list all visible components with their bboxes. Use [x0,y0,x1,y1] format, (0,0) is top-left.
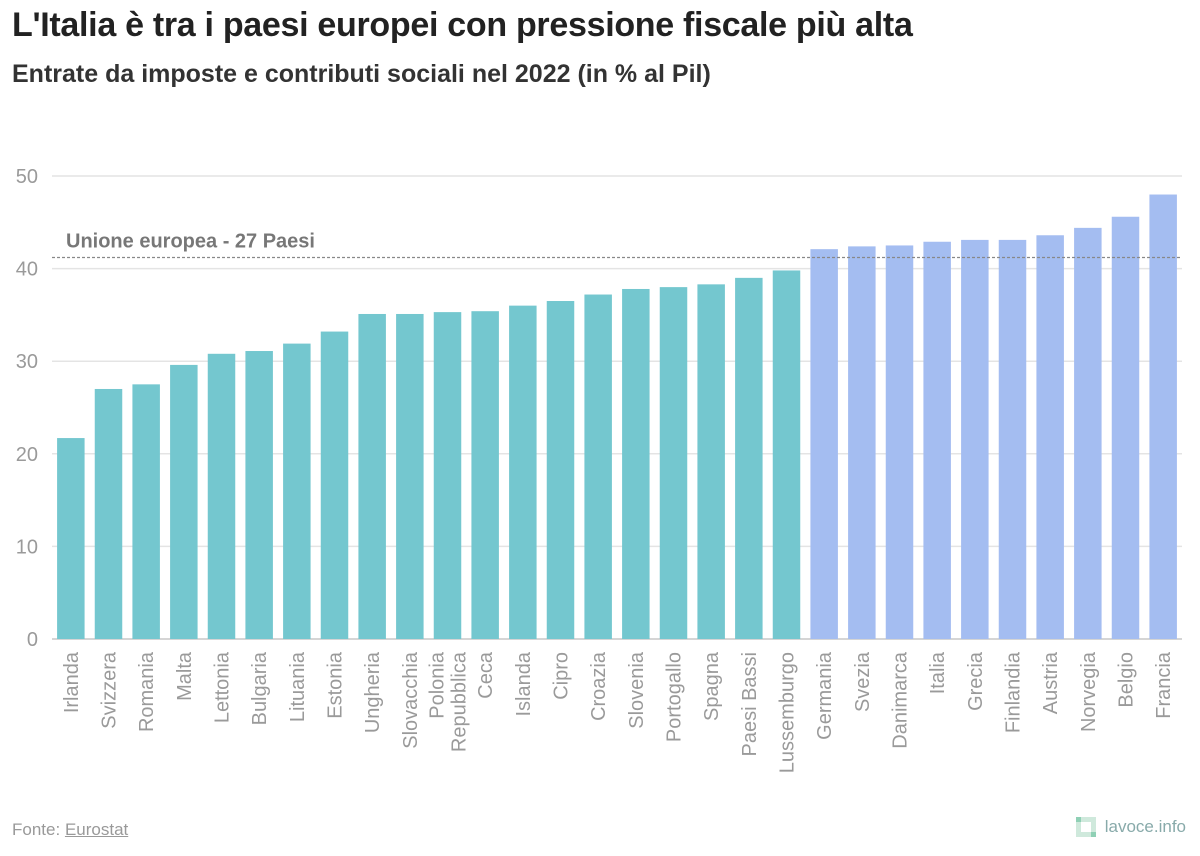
bar-chart: Unione europea - 27 Paesi 0 10 20 30 40 50 Irl… [16,166,1182,773]
y-tick-label: 0 [27,629,38,651]
bar-ungheria [358,313,386,639]
brand: lavoce.info [1075,816,1186,838]
x-tick-label: Italia [927,651,949,694]
y-tick-label: 10 [16,536,38,558]
x-tick-label: Lettonia [212,651,234,723]
x-tick-label: Svizzera [99,651,121,729]
x-tick-label: Francia [1153,651,1175,719]
bar-belgio [1111,216,1140,639]
bar-malta [170,364,198,639]
bar-estonia [320,331,349,639]
x-tick-label: Norvegia [1078,651,1100,732]
brand-logo-icon [1075,817,1096,837]
bar-romania [132,384,160,639]
brand-name: lavoce.info [1104,817,1186,836]
x-tick-label: Croazia [588,651,610,721]
reference-layer: Unione europea - 27 Paesi [52,230,1182,259]
x-tick-label: Estonia [325,651,347,719]
bar-layer [57,194,1177,640]
x-tick-label: Repubblica [449,651,471,752]
bar-portogallo [659,287,688,639]
x-tick-label: Ungheria [362,651,384,733]
x-tick-label: Svezia [852,651,874,712]
x-tick-label: Irlanda [61,651,83,713]
bar-grecia [961,239,989,640]
bar-islanda [509,305,537,639]
bar-lituania [283,343,311,639]
footer-source: Fonte: Eurostat [12,820,128,840]
x-tick-label: Portogallo [664,652,686,742]
grid-layer [52,175,1182,640]
bar-polonia [433,312,462,639]
bar-italia [923,241,951,639]
bar-germania [810,249,838,640]
source-link[interactable]: Eurostat [64,820,129,839]
bar-bulgaria [245,351,273,639]
x-tick-label: Slovacchia [400,651,422,749]
bar-norvegia [1074,227,1102,639]
x-tick-label: Finlandia [1003,651,1025,733]
x-tick-label: Paesi Bassi [739,652,761,757]
bar-svezia [848,246,876,639]
x-tick-label: Germania [814,651,836,740]
bar-austria [1036,235,1064,639]
y-tick-label: 50 [16,166,38,188]
y-tick-label: 40 [16,259,38,281]
x-tick-label: Polonia [427,651,449,719]
bar-irlanda [57,438,85,639]
bar-svizzera [94,388,123,639]
x-tick-label: Cipro [551,652,573,700]
bar-slovenia [622,288,650,639]
x-tick-label: Austria [1040,651,1062,714]
x-tick-label: Slovenia [626,651,648,729]
x-tick-label: Romania [136,651,158,732]
x-tick-label: Malta [174,651,196,701]
bar-lussemburgo [772,270,801,639]
bar-cipro [546,301,575,639]
x-tick-label: Belgio [1116,652,1138,708]
y-tick-label: 20 [16,444,38,466]
x-tick-label: Lussemburgo [777,652,799,773]
y-tick-label: 30 [16,351,38,373]
label-layer: 0 10 20 30 40 50 Irlanda Svizzera Romania Malta Le… [16,166,1175,773]
eu-reference-label: Unione europea - 27 Paesi [66,230,315,252]
x-tick-label: Spagna [701,651,723,721]
x-tick-label: Bulgaria [249,651,271,725]
bar-paesi-bassi [735,277,763,639]
bar-finlandia [998,239,1027,640]
x-tick-label: Danimarca [890,651,912,749]
x-tick-label: Lituania [287,651,309,722]
bar-slovacchia [396,313,424,639]
chart-subtitle: Entrate da imposte e contributi sociali … [12,60,711,88]
bar-lettonia [207,353,236,639]
source-label: Fonte: [12,820,61,839]
x-tick-label: Islanda [513,651,535,716]
bar-repubblica-ceca [471,311,499,639]
bar-croazia [584,294,612,639]
x-tick-label: Ceca [475,651,497,699]
chart-title: L'Italia è tra i paesi europei con press… [12,6,913,44]
bar-danimarca [885,245,914,639]
bar-francia [1149,194,1177,639]
x-tick-label: Grecia [965,651,987,711]
bar-spagna [697,284,725,639]
